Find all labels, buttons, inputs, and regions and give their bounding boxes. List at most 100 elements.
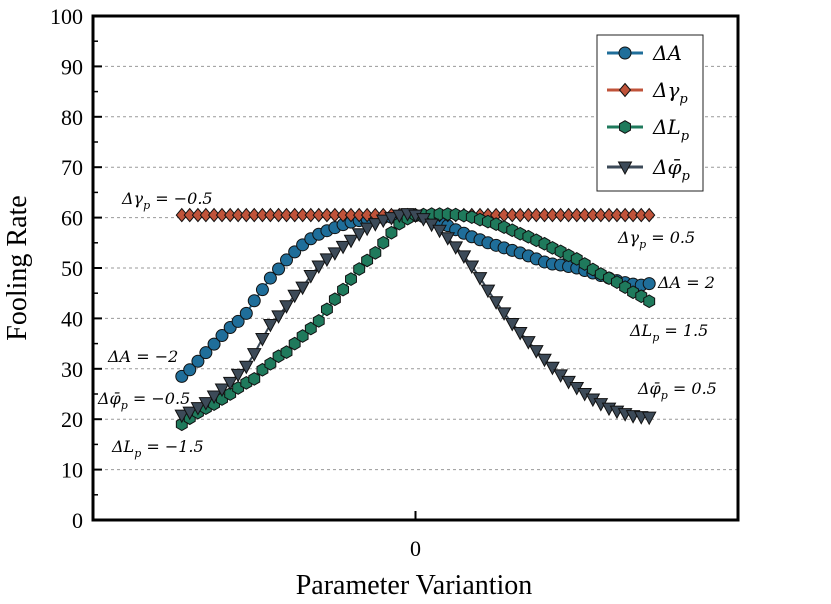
data-point [392, 209, 407, 224]
data-point [174, 409, 190, 424]
data-point [385, 225, 398, 240]
data-point [594, 207, 607, 223]
data-point [230, 368, 246, 383]
data-point [312, 314, 325, 328]
series-3 [175, 207, 656, 432]
data-point [643, 207, 656, 223]
data-point [512, 327, 528, 341]
legend-marker [618, 82, 632, 98]
y-tick-label: 90 [61, 54, 83, 79]
data-point [367, 218, 383, 232]
annotation-a-right: ΔA = 2 [657, 273, 715, 292]
data-point [280, 253, 293, 267]
data-point [456, 250, 472, 264]
data-point [319, 253, 335, 267]
series-line [181, 213, 650, 425]
data-point [351, 228, 367, 242]
data-point [303, 270, 319, 284]
data-point [530, 207, 543, 223]
data-point [287, 289, 303, 304]
annotation-gamma-left: Δγp = −0.5 [121, 189, 213, 212]
data-point [255, 283, 269, 297]
data-point [320, 302, 333, 317]
data-point [190, 402, 206, 416]
data-point [440, 232, 456, 246]
annotation-gamma-right: Δγp = 0.5 [617, 228, 695, 251]
data-point [183, 363, 197, 377]
data-point [504, 317, 520, 332]
data-point [280, 345, 293, 360]
data-point [246, 348, 262, 362]
data-point [263, 271, 277, 285]
data-point [344, 207, 358, 223]
legend-label: Δγp [652, 78, 688, 107]
data-point [384, 212, 399, 226]
data-point [295, 281, 310, 296]
data-point [328, 207, 342, 223]
y-tick-label: 10 [61, 458, 83, 483]
legend-box [596, 34, 704, 192]
y-tick-label: 50 [61, 256, 83, 281]
data-point [335, 240, 351, 255]
data-point [238, 360, 254, 375]
legend-label: Δφ̄p [652, 155, 690, 184]
data-point [272, 262, 286, 276]
legend: ΔA Δγp ΔLp Δφ̄p [596, 34, 704, 192]
data-point [191, 354, 205, 368]
data-point [546, 207, 559, 223]
data-point [537, 353, 552, 368]
data-point [312, 207, 325, 223]
data-point [578, 207, 591, 223]
annotation-phi-left: Δφ̄p = −0.5 [97, 389, 190, 412]
data-point [343, 234, 359, 249]
data-point [642, 277, 656, 291]
annotations: Δγp = −0.5 Δγp = 0.5 ΔA = −2 ΔA = 2 Δφ̄p… [97, 189, 717, 460]
annotation-l-left: ΔLp = −1.5 [111, 437, 204, 460]
legend-label: ΔA [652, 41, 682, 65]
data-point [328, 292, 341, 307]
data-point [432, 224, 447, 239]
data-point [545, 361, 560, 376]
data-point [359, 222, 375, 237]
y-tick-label: 60 [61, 206, 83, 231]
data-point [199, 207, 213, 223]
data-point [231, 314, 245, 328]
legend-label: ΔLp [652, 115, 690, 144]
data-point [311, 260, 327, 275]
legend-marker [618, 46, 632, 60]
data-point [488, 296, 504, 310]
data-point [562, 207, 575, 223]
data-point [369, 246, 382, 260]
data-point [199, 346, 213, 360]
data-point [271, 310, 286, 324]
data-point [337, 282, 350, 297]
data-point [528, 345, 544, 359]
legend-marker [617, 161, 633, 176]
y-tick-label: 80 [61, 105, 83, 130]
data-point [626, 207, 640, 223]
legend-marker [619, 120, 631, 134]
data-point [279, 300, 294, 314]
data-point [231, 207, 245, 223]
data-point [448, 241, 464, 255]
data-point [198, 397, 214, 411]
data-point [215, 207, 229, 223]
series-4 [174, 208, 657, 426]
data-point [610, 207, 624, 223]
annotation-l-right: ΔLp = 1.5 [629, 321, 708, 344]
y-tick-label: 40 [61, 306, 83, 331]
x-tick-label: 0 [410, 536, 421, 561]
data-point [247, 294, 261, 308]
y-tick-label: 20 [61, 407, 83, 432]
data-point [264, 207, 277, 223]
data-point [263, 318, 278, 333]
data-point [480, 284, 496, 299]
data-point [182, 406, 198, 421]
data-point [248, 207, 261, 223]
data-point [641, 411, 657, 426]
data-point [255, 333, 270, 347]
data-point [643, 294, 656, 309]
y-tick-label: 0 [72, 508, 83, 533]
data-point [472, 272, 488, 286]
